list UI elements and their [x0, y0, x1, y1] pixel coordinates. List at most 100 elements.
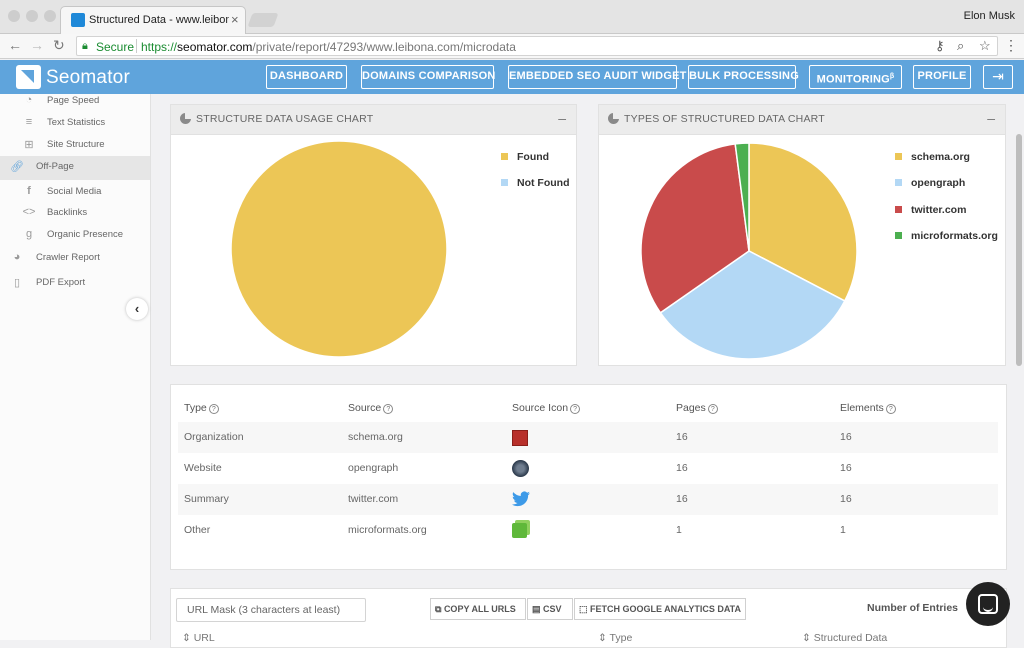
button-label: FETCH GOOGLE ANALYTICS DATA: [590, 604, 742, 614]
column-header-source[interactable]: Source?: [348, 402, 394, 414]
legend-label: Not Found: [517, 177, 570, 189]
opengraph-icon: [512, 460, 529, 477]
chart-icon: ⬚: [579, 604, 591, 614]
legend-swatch: [895, 232, 902, 239]
page-scrollbar[interactable]: [1016, 134, 1022, 366]
column-header-type[interactable]: ⇕ Type: [598, 632, 633, 644]
column-header-type[interactable]: Type?: [184, 402, 219, 414]
sidebar-item-page-speed[interactable]: ◔ Page Speed: [0, 94, 150, 112]
key-icon[interactable]: ⚷: [935, 38, 945, 53]
sidebar-item-off-page[interactable]: 🔗︎ Off-Page: [0, 156, 150, 180]
pie-slice-schema-org[interactable]: [748, 142, 858, 302]
table-row: Summary twitter.com 16 16: [178, 484, 998, 515]
help-icon[interactable]: ?: [383, 404, 394, 414]
legend-label: twitter.com: [911, 204, 967, 216]
cell-type: Organization: [184, 431, 244, 443]
app-header: Seomator DASHBOARD DOMAINS COMPARISON EM…: [0, 60, 1024, 94]
text-lines-icon: ≡: [25, 116, 33, 128]
help-icon[interactable]: ?: [570, 404, 581, 414]
menu-dots-icon[interactable]: ⋮: [1004, 37, 1018, 53]
csv-button[interactable]: ▤ CSV: [527, 598, 573, 620]
collapse-panel-icon[interactable]: –: [987, 110, 995, 126]
column-header-label: URL: [193, 632, 215, 644]
panel-title: TYPES OF STRUCTURED DATA CHART: [624, 113, 825, 125]
sidebar-item-social-media[interactable]: f Social Media: [0, 181, 150, 203]
column-header-source-icon[interactable]: Source Icon?: [512, 402, 581, 414]
close-window-icon[interactable]: [8, 10, 20, 22]
legend-label: schema.org: [911, 151, 970, 163]
chevron-left-icon: ‹: [134, 301, 140, 316]
seomator-logo-icon[interactable]: [16, 65, 41, 89]
legend-label: opengraph: [911, 177, 966, 189]
sidebar-item-label: PDF Export: [36, 277, 86, 288]
cell-source: schema.org: [348, 431, 403, 443]
logo-text[interactable]: Seomator: [46, 67, 130, 88]
pie-slice-twitter-com[interactable]: [640, 143, 750, 314]
fetch-google-analytics-button[interactable]: ⬚ FETCH GOOGLE ANALYTICS DATA: [574, 598, 746, 620]
pie-slice-found[interactable]: [230, 140, 448, 358]
back-arrow-icon[interactable]: ←: [8, 37, 22, 53]
cell-source: opengraph: [348, 462, 399, 474]
nav-dashboard-button[interactable]: DASHBOARD: [266, 65, 347, 89]
nav-profile-button[interactable]: PROFILE: [913, 65, 971, 89]
column-header-pages[interactable]: Pages?: [676, 402, 718, 414]
maximize-window-icon[interactable]: [44, 10, 56, 22]
sidebar-item-organic-presence[interactable]: g Organic Presence: [0, 224, 150, 246]
panel-header: TYPES OF STRUCTURED DATA CHART –: [599, 105, 1005, 135]
cell-elements: 16: [840, 462, 852, 474]
minimize-window-icon[interactable]: [26, 10, 38, 22]
panel-title: STRUCTURE DATA USAGE CHART: [196, 113, 374, 125]
sidebar-item-text-statistics[interactable]: ≡ Text Statistics: [0, 112, 150, 134]
column-header-elements[interactable]: Elements?: [840, 402, 896, 414]
sidebar-item-label: Off-Page: [36, 161, 74, 172]
browser-user-name[interactable]: Elon Musk: [963, 10, 1015, 22]
pie-icon: ◕: [13, 251, 21, 263]
sidebar-item-pdf-export[interactable]: ▯ PDF Export: [0, 272, 150, 294]
collapse-panel-icon[interactable]: –: [558, 110, 566, 126]
nav-embedded-seo-audit-widget-button[interactable]: EMBEDDED SEO AUDIT WIDGET: [508, 65, 686, 89]
new-tab-button[interactable]: [247, 13, 279, 27]
nav-domains-comparison-button[interactable]: DOMAINS COMPARISON: [361, 65, 495, 89]
reload-icon[interactable]: ↻: [53, 37, 65, 53]
sidebar-item-label: Crawler Report: [36, 252, 100, 263]
url-text[interactable]: https://seomator.com/private/report/4729…: [141, 40, 516, 54]
sidebar-item-crawler-report[interactable]: ◕ Crawler Report: [0, 247, 150, 269]
pie-slice-opengraph[interactable]: [659, 250, 846, 360]
column-header-label: Pages: [676, 402, 706, 414]
column-header-label: Source Icon: [512, 402, 569, 414]
tab-close-icon[interactable]: ×: [231, 12, 239, 27]
column-header-structured-data[interactable]: ⇕ Structured Data: [802, 632, 888, 644]
copy-icon: ⧉: [435, 604, 444, 614]
nav-monitoring-button[interactable]: MONITORINGβ: [809, 65, 902, 89]
address-bar[interactable]: 🔒︎ Secure https://seomator.com/private/r…: [76, 36, 998, 56]
logout-button[interactable]: ⇥: [983, 65, 1013, 89]
usage-pie-chart: [230, 140, 448, 358]
browser-toolbar: ← → ↻ 🔒︎ Secure https://seomator.com/pri…: [0, 34, 1024, 59]
column-header-url[interactable]: ⇕ URL: [182, 632, 215, 644]
cell-pages: 16: [676, 431, 688, 443]
help-icon[interactable]: ?: [208, 404, 219, 414]
help-icon[interactable]: ?: [707, 404, 718, 414]
twitter-icon: [512, 491, 530, 507]
sidebar-item-label: Backlinks: [47, 207, 88, 218]
schema-org-icon: [512, 430, 528, 446]
sidebar-item-label: Site Structure: [47, 139, 105, 150]
forward-arrow-icon[interactable]: →: [30, 37, 44, 53]
microformats-icon: [512, 523, 527, 538]
browser-tab[interactable]: Structured Data - www.leibona ×: [60, 6, 246, 34]
cell-source: twitter.com: [348, 493, 399, 505]
zoom-icon[interactable]: ⌕: [957, 38, 965, 53]
sidebar-collapse-button[interactable]: ‹: [126, 298, 148, 320]
copy-all-urls-button[interactable]: ⧉ COPY ALL URLS: [430, 598, 526, 620]
pie-slice-microformats-org[interactable]: [734, 142, 750, 252]
sidebar-item-site-structure[interactable]: ⊞ Site Structure: [0, 134, 150, 156]
url-mask-input[interactable]: URL Mask (3 characters at least): [176, 598, 366, 622]
bookmark-star-icon[interactable]: ☆: [979, 38, 991, 53]
help-icon[interactable]: ?: [885, 404, 896, 414]
url-host: seomator.com: [177, 40, 253, 54]
sidebar-item-backlinks[interactable]: <> Backlinks: [0, 202, 150, 224]
nav-bulk-processing-button[interactable]: BULK PROCESSING: [688, 65, 799, 89]
beta-badge: β: [889, 73, 895, 80]
chat-button[interactable]: [966, 582, 1010, 626]
sign-out-icon: ⇥: [992, 68, 1004, 84]
